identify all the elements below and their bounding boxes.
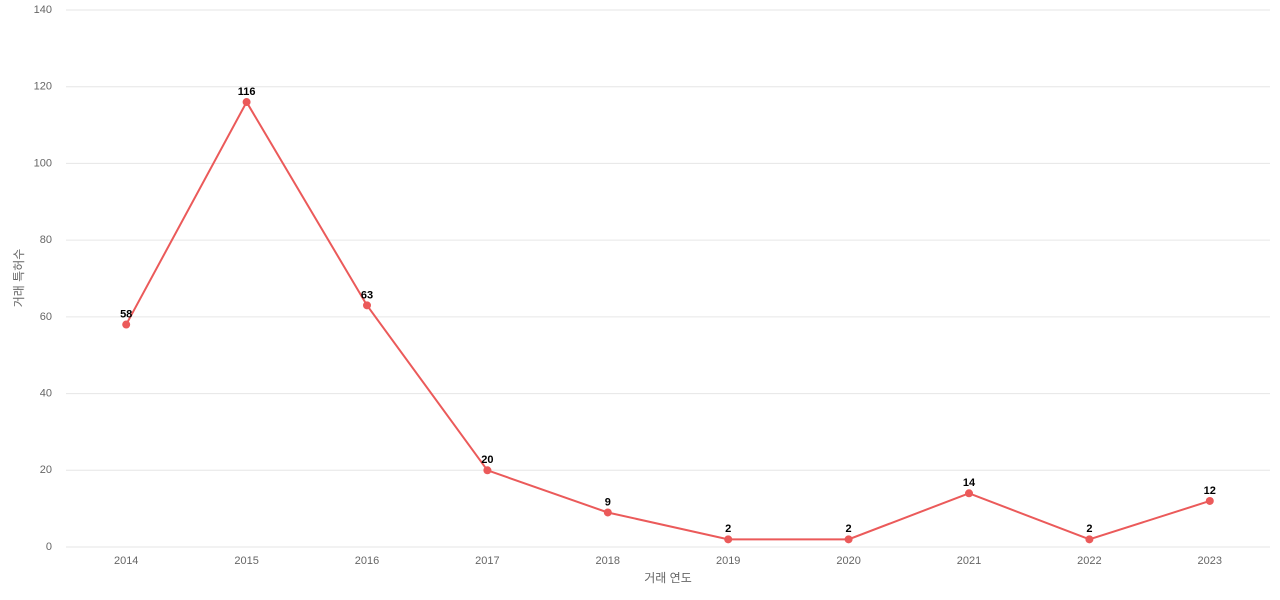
x-tick-label: 2014	[114, 555, 138, 567]
y-tick-label: 120	[34, 81, 52, 93]
y-axis-title: 거래 특허수	[12, 249, 26, 308]
x-tick-label: 2018	[596, 555, 620, 567]
value-label: 12	[1204, 485, 1216, 497]
y-tick-label: 140	[34, 4, 52, 16]
value-label: 116	[238, 86, 256, 98]
point	[483, 466, 492, 475]
value-label: 14	[963, 477, 976, 489]
line	[125, 100, 1211, 541]
value-label: 63	[361, 289, 373, 301]
x-axis-title: 거래 연도	[644, 571, 692, 585]
x-tick-label: 2021	[957, 555, 981, 567]
y-tick-label: 80	[40, 234, 52, 246]
point	[965, 489, 973, 498]
point	[363, 301, 371, 310]
value-label: 2	[725, 523, 731, 535]
y-tick-label: 0	[46, 541, 52, 553]
point	[1205, 496, 1214, 505]
value-label: 2	[846, 523, 852, 535]
x-tick-label: 2022	[1077, 555, 1101, 567]
y-tick-label: 100	[34, 157, 52, 169]
value-label: 2	[1086, 523, 1092, 535]
point	[724, 535, 733, 544]
y-tick-label: 40	[40, 387, 52, 399]
point	[122, 320, 131, 329]
y-tick-label: 60	[40, 311, 52, 323]
value-label: 9	[605, 496, 611, 508]
point	[242, 98, 251, 107]
value-label: 20	[481, 454, 493, 466]
x-tick-label: 2019	[716, 555, 740, 567]
y-tick-label: 20	[40, 464, 52, 476]
x-tick-label: 2020	[836, 555, 860, 567]
x-tick-label: 2017	[475, 555, 499, 567]
value-label: 58	[120, 308, 132, 320]
point	[603, 508, 612, 517]
x-tick-label: 2016	[355, 555, 379, 567]
x-tick-label: 2015	[234, 555, 258, 567]
point	[844, 535, 853, 544]
x-tick-label: 2023	[1198, 555, 1222, 567]
point	[1085, 535, 1094, 544]
